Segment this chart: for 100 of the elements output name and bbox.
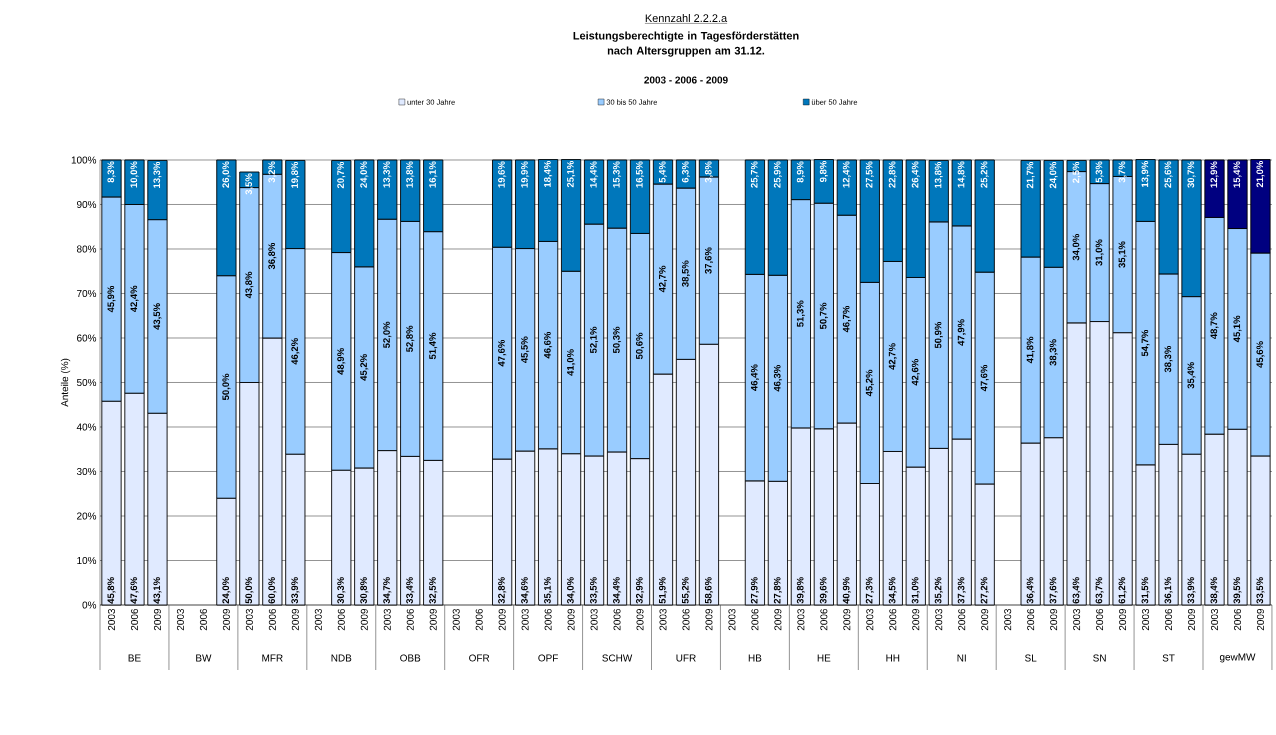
x-tick-label: 2003 xyxy=(383,608,391,631)
data-label: 39,6% xyxy=(819,577,828,604)
x-tick-label: 2006 xyxy=(613,608,621,631)
data-label: 45,8% xyxy=(107,577,116,604)
x-tick-label: 2006 xyxy=(1027,608,1035,631)
x-tick-label: 2009 xyxy=(567,608,575,631)
data-label: 37,6% xyxy=(704,247,713,274)
x-tick-label: 2006 xyxy=(1233,608,1241,631)
x-tick-label: 2006 xyxy=(958,608,966,631)
y-tick-label: 100% xyxy=(71,156,97,164)
data-label: 42,6% xyxy=(911,359,920,386)
x-tick-label: 2006 xyxy=(268,608,276,631)
data-label: 39,5% xyxy=(1233,577,1242,604)
data-label: 25,7% xyxy=(750,161,759,188)
data-label: 52,0% xyxy=(383,321,392,348)
text: SL xyxy=(1025,654,1037,662)
data-label: 18,4% xyxy=(544,160,553,187)
y-tick-label: 0% xyxy=(82,601,97,609)
x-tick-label: 2003 xyxy=(176,608,184,631)
data-label: 30,3% xyxy=(337,577,346,604)
chart-subtitle: 2003 - 2006 - 2009 xyxy=(644,76,728,84)
data-label: 5,4% xyxy=(658,161,668,183)
data-label: 14,8% xyxy=(957,161,966,188)
data-label: 13,8% xyxy=(406,161,415,188)
data-label: 31,0% xyxy=(911,577,920,604)
data-label: 19,9% xyxy=(521,161,530,188)
y-tick-label: 10% xyxy=(77,556,97,565)
text: NDB xyxy=(331,654,352,662)
data-label: 41,8% xyxy=(1026,336,1035,364)
data-label: 21,0% xyxy=(1256,160,1265,188)
x-tick-label: 2003 xyxy=(452,608,460,631)
data-label: 34,4% xyxy=(613,577,622,604)
x-tick-label: 2006 xyxy=(130,608,138,631)
data-label: 13,3% xyxy=(153,161,162,188)
x-tick-label: 2006 xyxy=(337,608,345,631)
data-label: 50,3% xyxy=(613,326,622,354)
data-label: 15,3% xyxy=(613,161,622,188)
data-label: 38,3% xyxy=(1164,345,1173,373)
x-tick-label: 2009 xyxy=(360,608,368,631)
data-label: 48,9% xyxy=(337,348,346,375)
x-tick-label: 2009 xyxy=(705,608,713,631)
data-label: 46,2% xyxy=(291,338,300,365)
data-label: 61,2% xyxy=(1118,577,1127,604)
data-label: 3,7% xyxy=(1118,161,1127,183)
data-label: 63,4% xyxy=(1072,577,1081,604)
data-label: 27,8% xyxy=(773,577,782,604)
data-label: 43,5% xyxy=(153,303,162,330)
y-tick-label: 30% xyxy=(76,467,97,476)
data-label: 25,1% xyxy=(567,160,576,188)
data-label: 36,4% xyxy=(1026,577,1035,604)
y-tick-label: 80% xyxy=(76,245,97,253)
x-tick-label: 2006 xyxy=(820,608,828,631)
x-tick-label: 2009 xyxy=(498,608,506,631)
data-label: 47,6% xyxy=(980,364,989,392)
x-tick-label: 2003 xyxy=(935,608,943,631)
data-label: 8,9% xyxy=(796,161,805,183)
text: OPF xyxy=(538,654,558,662)
x-tick-label: 2006 xyxy=(406,608,414,631)
data-label: 36,1% xyxy=(1164,577,1173,604)
data-label: 37,6% xyxy=(1049,577,1058,604)
x-tick-label: 2006 xyxy=(544,608,552,631)
x-tick-label: 2003 xyxy=(797,608,805,631)
x-tick-label: 2003 xyxy=(107,608,116,631)
data-label: 34,0% xyxy=(567,577,576,604)
chart-title: Leistungsberechtigte in Tagesförderstätten nach Altersgruppen am 31.12. xyxy=(573,31,799,57)
data-label: 6,3% xyxy=(681,161,691,183)
text: HH xyxy=(886,654,900,662)
data-label: 38,5% xyxy=(681,260,691,287)
data-label: 50,7% xyxy=(819,302,828,330)
data-label: 46,6% xyxy=(544,331,553,359)
text: gewMW xyxy=(1219,653,1256,663)
data-label: 45,1% xyxy=(1233,315,1242,343)
y-tick-label: 60% xyxy=(77,334,97,342)
data-label: 16,1% xyxy=(429,161,438,188)
data-label: 13,9% xyxy=(1141,160,1150,187)
data-label: 46,3% xyxy=(773,365,782,392)
data-label: 58,6% xyxy=(704,577,713,604)
data-label: 32,5% xyxy=(429,577,438,604)
data-label: 41,0% xyxy=(567,349,576,376)
data-label: 19,8% xyxy=(291,161,300,188)
data-label: 19,6% xyxy=(498,161,507,188)
data-label: 27,3% xyxy=(865,577,874,604)
data-label: 63,7% xyxy=(1095,577,1104,604)
x-tick-label: 2006 xyxy=(475,608,483,631)
data-label: 35,1% xyxy=(544,577,553,604)
data-label: 42,4% xyxy=(130,285,139,313)
x-tick-label: 2003 xyxy=(1142,608,1150,631)
x-tick-label: 2009 xyxy=(843,608,851,631)
x-tick-label: 2006 xyxy=(889,608,897,631)
data-label: 38,3% xyxy=(1049,339,1058,366)
x-tick-label: 2009 xyxy=(153,608,161,631)
text: HB xyxy=(748,654,762,662)
data-label: 33,5% xyxy=(1256,577,1265,604)
text: BW xyxy=(196,654,212,662)
data-label: 20,7% xyxy=(337,161,346,189)
data-label: 34,7% xyxy=(383,577,392,604)
data-label: 43,8% xyxy=(245,271,254,299)
data-label: 3,8% xyxy=(704,161,713,183)
data-label: 50,0% xyxy=(222,373,231,401)
data-label: 45,6% xyxy=(1256,341,1265,368)
